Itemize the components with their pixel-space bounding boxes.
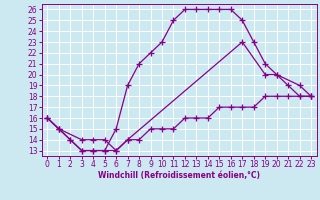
X-axis label: Windchill (Refroidissement éolien,°C): Windchill (Refroidissement éolien,°C) (98, 171, 260, 180)
